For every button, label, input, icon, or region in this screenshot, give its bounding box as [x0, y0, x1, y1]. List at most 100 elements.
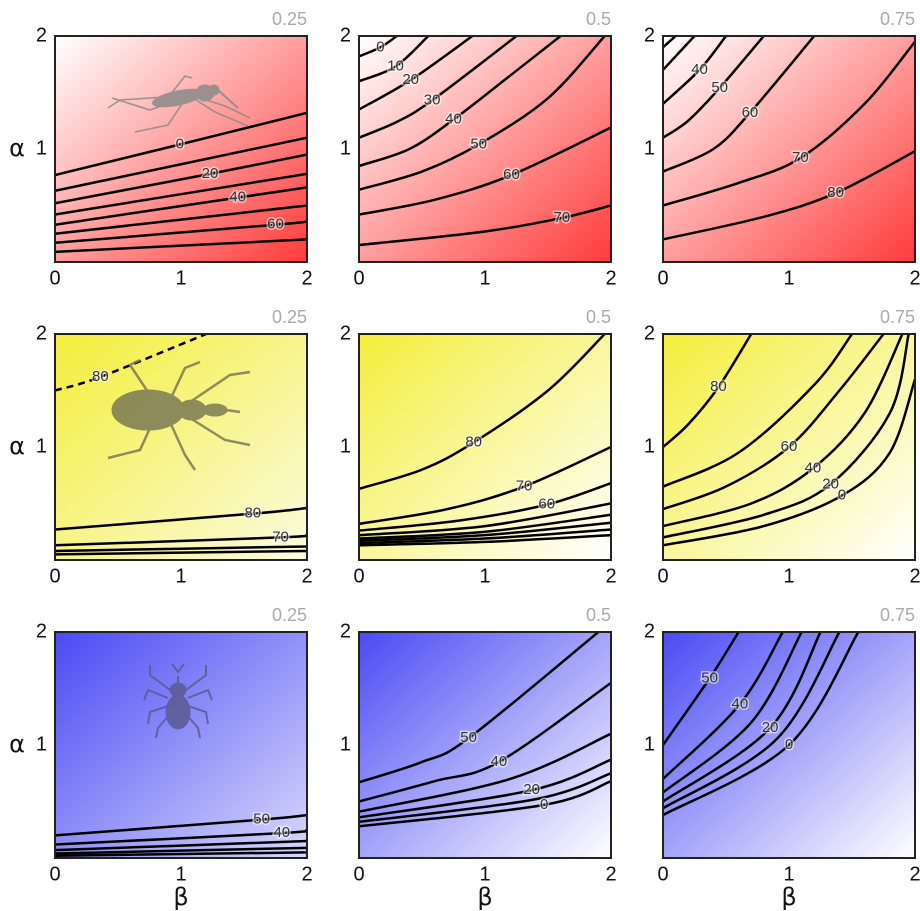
contour-line: [359, 681, 611, 803]
contour-line: [359, 481, 611, 532]
contour-label: 70: [554, 209, 571, 226]
x-tick-label: 0: [353, 863, 364, 885]
panel-frame: [358, 35, 612, 263]
contour-line: [55, 549, 307, 556]
contour-line: [663, 632, 803, 794]
contours: [359, 632, 611, 828]
contours: [359, 334, 611, 547]
x-axis-label: β: [477, 883, 492, 911]
panel-frame: [54, 35, 308, 263]
contours: [55, 334, 307, 556]
panel-title: 0.25: [272, 9, 307, 29]
panel: 0 20 40 60 0 1 2 1 2 0.25 α: [9, 9, 312, 290]
contour-line: [663, 334, 904, 528]
contour-label: 50: [253, 811, 270, 828]
contour-line: [663, 36, 727, 105]
x-tick-label: 2: [605, 863, 616, 885]
x-tick-label: 2: [301, 267, 312, 289]
y-tick-label: 2: [36, 24, 47, 46]
contour-label: 40: [732, 695, 749, 712]
contour-label: 70: [272, 528, 289, 545]
contour-line: [359, 502, 611, 537]
x-tick-label: 2: [909, 565, 920, 587]
panel-background: [663, 36, 915, 262]
contour-label: 30: [424, 91, 441, 108]
contour-label: 70: [516, 478, 533, 495]
contour-line: [359, 36, 562, 168]
contour-line: [359, 204, 611, 247]
contour-label: 70: [792, 149, 809, 166]
contour-line: [663, 632, 784, 780]
contour-label: 60: [742, 104, 759, 121]
contour-label: 20: [822, 475, 839, 492]
contour-line: [55, 813, 307, 837]
contour-line: [359, 334, 606, 491]
contour-label: 0: [176, 135, 184, 152]
contour-line: [55, 506, 307, 531]
contour-line: [359, 632, 600, 784]
panel-frame: [662, 631, 916, 859]
x-axis-label: β: [781, 883, 796, 911]
contour-line: [663, 36, 816, 173]
contour-label: 60: [503, 166, 520, 183]
y-axis-label: α: [9, 432, 25, 460]
y-tick-label: 2: [340, 620, 351, 642]
x-tick-label: 1: [175, 863, 186, 885]
panel-frame: [358, 333, 612, 561]
panel-title: 0.75: [880, 9, 915, 29]
contour-label: 0: [785, 736, 793, 753]
y-tick-label: 1: [36, 435, 47, 457]
contour-line: [55, 136, 307, 193]
contour-label: 40: [273, 824, 290, 841]
contours: [55, 111, 307, 254]
contour-label: 60: [538, 496, 555, 513]
panel-title: 0.75: [880, 307, 915, 327]
panel-title: 0.5: [586, 9, 611, 29]
contour-line: [663, 334, 885, 511]
contour-line: [663, 36, 765, 139]
contour-line: [55, 238, 307, 254]
y-tick-label: 1: [340, 137, 351, 159]
contour-line: [663, 632, 841, 810]
y-tick-label: 2: [340, 24, 351, 46]
contour-label: 50: [470, 135, 487, 152]
x-tick-label: 1: [783, 565, 794, 587]
x-tick-label: 0: [49, 863, 60, 885]
contour-line: [663, 334, 753, 448]
panel: 80 70 60 0 1 2 1 2 0.5: [340, 307, 617, 588]
contour-label: 60: [781, 438, 798, 455]
contour-label: 0: [838, 487, 846, 504]
contour-label: 40: [229, 189, 246, 206]
contour-line: [55, 186, 307, 226]
contour-line: [359, 36, 606, 191]
contour-label: 80: [92, 368, 109, 385]
x-tick-label: 1: [783, 863, 794, 885]
contour-label: 50: [711, 79, 728, 96]
contour-line: [55, 111, 307, 177]
x-tick-label: 1: [783, 267, 794, 289]
y-axis-label: α: [9, 730, 25, 758]
contour-line: [663, 334, 910, 539]
panel-frame: [54, 333, 308, 561]
x-tick-label: 0: [353, 267, 364, 289]
contour-line: [663, 632, 740, 746]
contour-line: [359, 126, 611, 216]
contour-line: [359, 732, 611, 813]
y-tick-label: 2: [644, 322, 655, 344]
contour-line: [359, 36, 398, 58]
x-tick-label: 2: [301, 863, 312, 885]
x-tick-label: 1: [175, 565, 186, 587]
contour-line: [359, 779, 611, 828]
contour-label: 20: [762, 719, 779, 736]
panel-title: 0.5: [586, 307, 611, 327]
contour-line: [359, 445, 611, 526]
y-tick-label: 2: [340, 322, 351, 344]
x-tick-label: 0: [353, 565, 364, 587]
contour-line: [359, 772, 611, 824]
contour-line: [359, 533, 611, 547]
mosquito-icon: [107, 75, 251, 133]
contour-line: [359, 36, 518, 139]
x-tick-label: 1: [479, 863, 490, 885]
contour-line: [55, 204, 307, 235]
